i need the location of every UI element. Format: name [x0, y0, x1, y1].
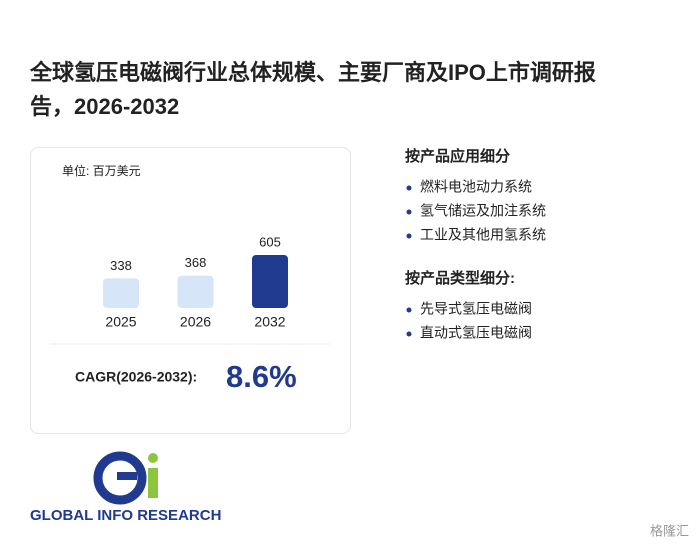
list-item: 氢气储运及加注系统 — [420, 203, 546, 219]
value-label: 338 — [110, 258, 132, 273]
title-line: 告，2026-2032 — [30, 94, 179, 119]
title-line: 全球氢压电磁阀行业总体规模、主要厂商及IPO上市调研报 — [29, 60, 596, 85]
logo-i — [148, 468, 158, 498]
footer-mark: 格隆汇 — [650, 523, 689, 538]
category-label: 2032 — [254, 314, 285, 330]
bullet — [406, 331, 412, 337]
bullet — [406, 209, 412, 215]
value-label: 368 — [185, 255, 207, 270]
bar — [252, 255, 288, 308]
logo-bar — [117, 472, 137, 480]
bullet — [406, 185, 412, 191]
category-label: 2025 — [105, 314, 136, 330]
list-item: 工业及其他用氢系统 — [420, 227, 546, 243]
list-item: 燃料电池动力系统 — [420, 179, 532, 195]
section-heading: 按产品应用细分 — [405, 147, 510, 165]
cagr-value: 8.6% — [226, 359, 297, 394]
section-heading: 按产品类型细分: — [405, 269, 515, 287]
category-label: 2026 — [180, 314, 211, 330]
cagr-label: CAGR(2026-2032): — [75, 369, 197, 385]
logo-text: GLOBAL INFO RESEARCH — [30, 507, 221, 524]
unit-label: 单位: 百万美元 — [62, 163, 141, 178]
logo-ring — [93, 451, 147, 505]
list-item: 先导式氢压电磁阀 — [420, 301, 532, 317]
value-label: 605 — [259, 234, 281, 249]
logo-dot — [148, 453, 158, 463]
bullet — [406, 307, 412, 313]
bullet — [406, 233, 412, 239]
bar — [177, 275, 214, 308]
bar — [103, 278, 139, 308]
logo: GLOBAL INFO RESEARCH — [30, 451, 221, 524]
list-item: 直动式氢压电磁阀 — [420, 325, 532, 341]
